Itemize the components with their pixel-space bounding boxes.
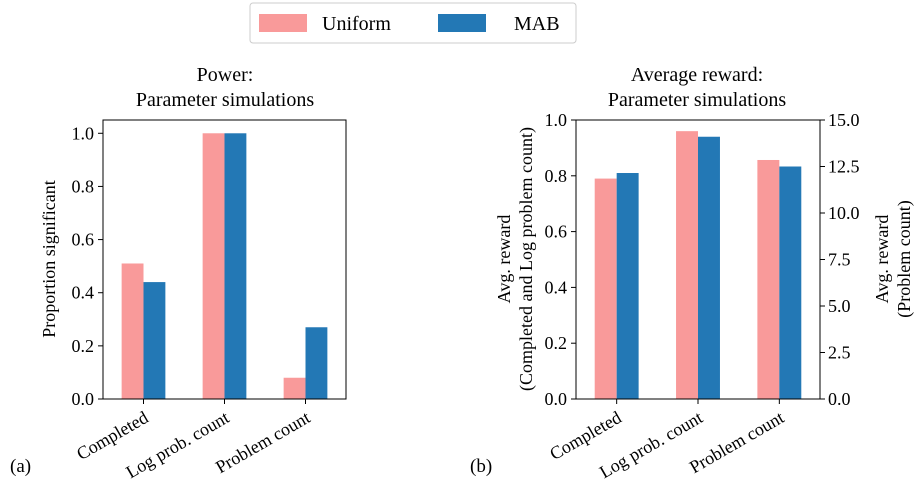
bar-mab-problem-count — [779, 166, 802, 399]
y-axis-label: Proportion significant — [39, 180, 59, 337]
legend-frame — [249, 2, 577, 44]
y-tick-label: 0.2 — [545, 333, 568, 353]
bar-mab-completed — [616, 173, 639, 399]
bar-mab-problem-count — [305, 327, 328, 399]
y-tick-label: 0.6 — [545, 222, 568, 242]
y-tick-label: 0.4 — [545, 277, 568, 297]
chart-title-line1: Power: — [197, 64, 254, 86]
y-axis-label-line1: Avg. reward — [494, 215, 514, 304]
bar-uniform-problem-count — [283, 377, 306, 399]
y-tick-label: 0.0 — [72, 389, 95, 409]
y-right-tick-label: 2.5 — [828, 343, 851, 363]
y-axis-right-label-line1: Avg. reward — [872, 215, 892, 304]
y-tick-label: 0.8 — [545, 166, 568, 186]
y-axis-label-line2: (Completed and Log problem count) — [516, 127, 537, 391]
legend-swatch-mab — [438, 14, 486, 32]
y-right-tick-label: 5.0 — [828, 296, 851, 316]
y-right-tick-label: 0.0 — [828, 389, 851, 409]
y-tick-label: 0.0 — [545, 389, 568, 409]
legend: Uniform MAB — [249, 2, 577, 44]
legend-label-uniform: Uniform — [322, 13, 391, 35]
bar-uniform-problem-count — [757, 159, 780, 399]
panel-label-a: (a) — [10, 456, 31, 477]
bar-uniform-completed — [121, 263, 144, 399]
bar-uniform-log-prob-count — [202, 133, 225, 400]
reward-chart: Average reward: Parameter simulations Av… — [470, 64, 914, 482]
bar-uniform-log-prob-count — [676, 131, 698, 399]
legend-label-mab: MAB — [514, 13, 560, 35]
y-tick-label: 0.8 — [72, 176, 95, 196]
chart-title-line2: Parameter simulations — [608, 89, 787, 111]
legend-swatch-uniform — [259, 14, 307, 32]
y-tick-label: 1.0 — [545, 110, 568, 130]
chart-title-line2: Parameter simulations — [136, 89, 315, 111]
bar-mab-completed — [143, 282, 166, 399]
bar-mab-log-prob-count — [698, 136, 720, 400]
power-chart: Power: Parameter simulations Proportion … — [10, 64, 347, 482]
panel-label-b: (b) — [470, 456, 492, 477]
y-axis-right-label-line2: (Problem count) — [894, 200, 914, 317]
bar-uniform-completed — [594, 178, 617, 399]
axes-frame — [102, 119, 347, 400]
y-right-tick-label: 15.0 — [828, 110, 860, 130]
y-tick-label: 0.6 — [72, 230, 95, 250]
bar-mab-log-prob-count — [224, 133, 247, 400]
y-right-tick-label: 12.5 — [828, 157, 860, 177]
y-tick-label: 0.4 — [72, 283, 95, 303]
chart-title-line1: Average reward: — [631, 64, 763, 86]
y-right-tick-label: 10.0 — [828, 203, 860, 223]
y-tick-label: 1.0 — [72, 123, 95, 143]
y-right-tick-label: 7.5 — [828, 250, 851, 270]
y-tick-label: 0.2 — [72, 336, 95, 356]
